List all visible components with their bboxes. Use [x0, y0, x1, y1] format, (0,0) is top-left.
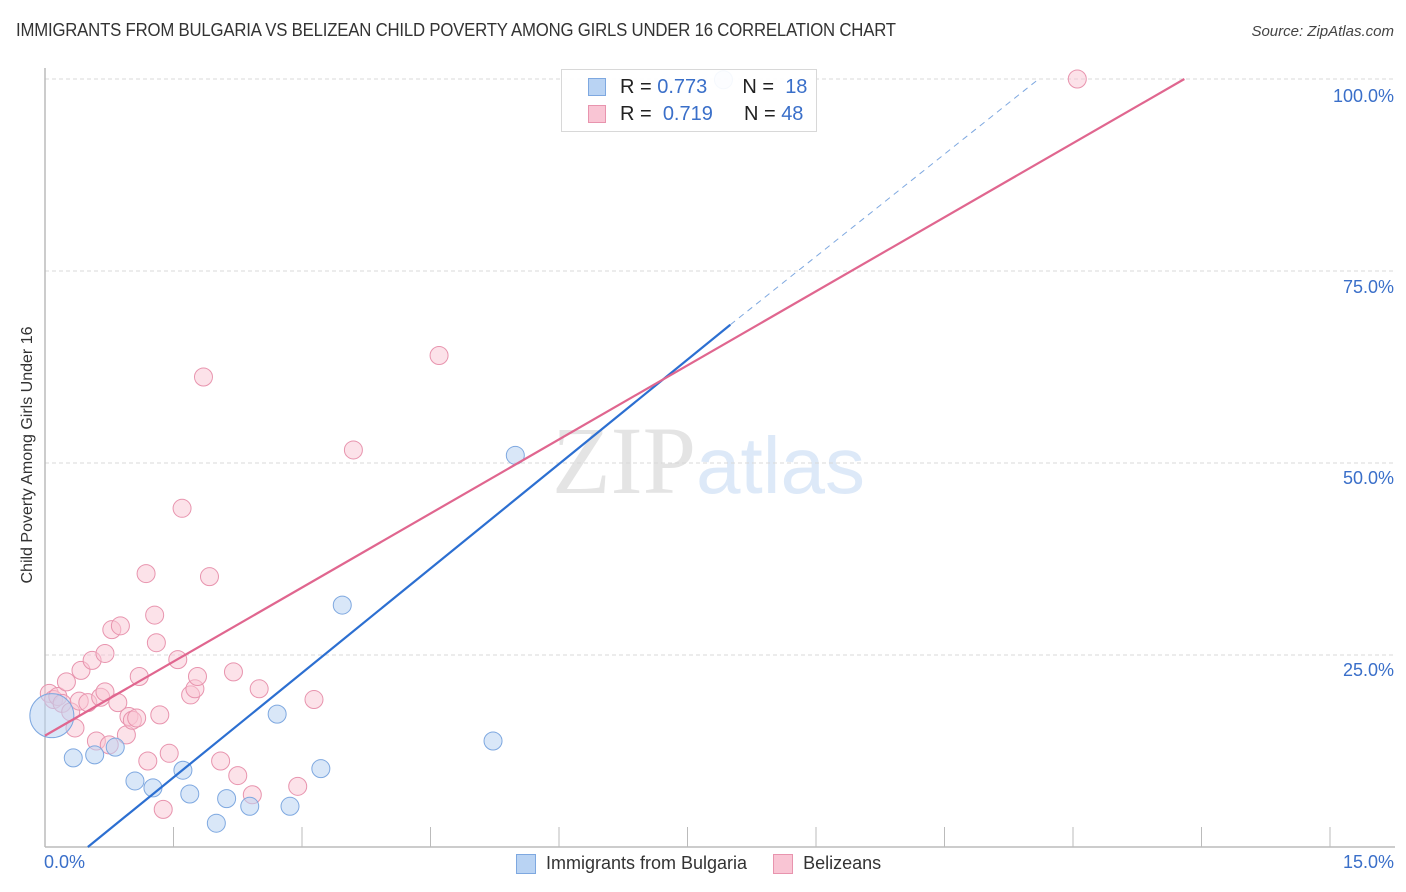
legend-row-belizeans: R = 0.719 N = 48 — [588, 102, 803, 126]
belizean-point[interactable] — [228, 766, 248, 786]
bulgaria-trendline — [87, 323, 732, 848]
belizean-point[interactable] — [343, 440, 363, 460]
series-legend: Immigrants from Bulgaria Belizeans — [516, 853, 907, 874]
y-axis-label: Child Poverty Among Girls Under 16 — [19, 326, 36, 584]
legend-item-bulgaria[interactable]: Immigrants from Bulgaria — [516, 853, 747, 874]
belizean-point[interactable] — [56, 672, 76, 692]
belizean-point[interactable] — [159, 743, 179, 763]
belizean-point[interactable] — [110, 616, 130, 636]
belizean-point[interactable] — [187, 667, 207, 687]
belizean-point[interactable] — [223, 662, 243, 682]
zipatlas-watermark: ZIPatlas — [552, 405, 865, 516]
belizeans-swatch-icon — [588, 105, 606, 123]
belizean-point[interactable] — [1067, 69, 1087, 89]
bulgaria-swatch-icon — [516, 853, 536, 874]
belizean-point[interactable] — [429, 345, 449, 365]
bulgaria-swatch-icon — [588, 78, 606, 96]
belizean-point[interactable] — [136, 564, 156, 584]
belizean-point[interactable] — [304, 690, 324, 710]
belizeans-swatch-icon — [773, 853, 794, 874]
belizean-point[interactable] — [145, 605, 165, 625]
belizean-trendline — [44, 78, 1185, 737]
belizean-point[interactable] — [95, 643, 115, 663]
bulgaria-point[interactable] — [125, 771, 145, 791]
r-label: R = — [620, 102, 652, 125]
n-label: N = — [742, 75, 775, 98]
legend-label: Belizeans — [803, 853, 882, 873]
belizean-point[interactable] — [199, 567, 219, 587]
bulgaria-point[interactable] — [332, 595, 352, 615]
bulgaria-point[interactable] — [311, 759, 331, 779]
belizean-point[interactable] — [249, 679, 269, 699]
bulgaria-point[interactable] — [85, 745, 105, 765]
belizean-point[interactable] — [211, 751, 231, 771]
bulgaria-point[interactable] — [240, 796, 260, 816]
y-tick-75: 75.0% — [1342, 277, 1394, 297]
belizean-point[interactable] — [153, 799, 173, 819]
legend-label: Immigrants from Bulgaria — [546, 853, 748, 873]
bulgaria-point[interactable] — [267, 704, 287, 724]
legend-item-belizeans[interactable]: Belizeans — [773, 853, 881, 874]
y-tick-25: 25.0% — [1342, 660, 1394, 680]
n-value: 48 — [781, 102, 804, 125]
bulgaria-point[interactable] — [217, 789, 237, 809]
n-label: N = — [743, 102, 776, 125]
belizean-point[interactable] — [288, 776, 308, 796]
x-tick-15: 15.0% — [1342, 852, 1394, 872]
bulgaria-point[interactable] — [29, 693, 75, 739]
r-value: 0.773 — [657, 75, 708, 98]
belizean-point[interactable] — [193, 367, 213, 387]
bulgaria-point[interactable] — [180, 784, 200, 804]
y-tick-100: 100.0% — [1332, 86, 1394, 106]
bulgaria-point[interactable] — [63, 748, 83, 768]
belizean-point[interactable] — [150, 705, 170, 725]
bulgaria-point[interactable] — [280, 796, 300, 816]
bulgaria-point[interactable] — [105, 737, 125, 757]
belizean-point[interactable] — [172, 498, 192, 518]
correlation-legend: R = 0.773 N = 18 R = 0.719 N = 48 — [561, 69, 817, 132]
r-value: 0.719 — [662, 102, 713, 125]
r-label: R = — [620, 75, 652, 98]
n-value: 18 — [785, 75, 808, 98]
y-tick-50: 50.0% — [1342, 468, 1394, 488]
bulgaria-point[interactable] — [206, 813, 226, 833]
belizean-point[interactable] — [127, 708, 147, 728]
belizean-point[interactable] — [138, 751, 158, 771]
legend-row-bulgaria: R = 0.773 N = 18 — [588, 75, 807, 99]
source-label: Source: ZipAtlas.com — [1251, 23, 1394, 40]
watermark-atlas: atlas — [696, 421, 865, 510]
belizean-point[interactable] — [146, 633, 166, 653]
chart-title: IMMIGRANTS FROM BULGARIA VS BELIZEAN CHI… — [16, 20, 896, 40]
x-tick-0: 0.0% — [44, 852, 86, 872]
bulgaria-point[interactable] — [483, 731, 503, 751]
watermark-zip: ZIP — [552, 407, 696, 514]
